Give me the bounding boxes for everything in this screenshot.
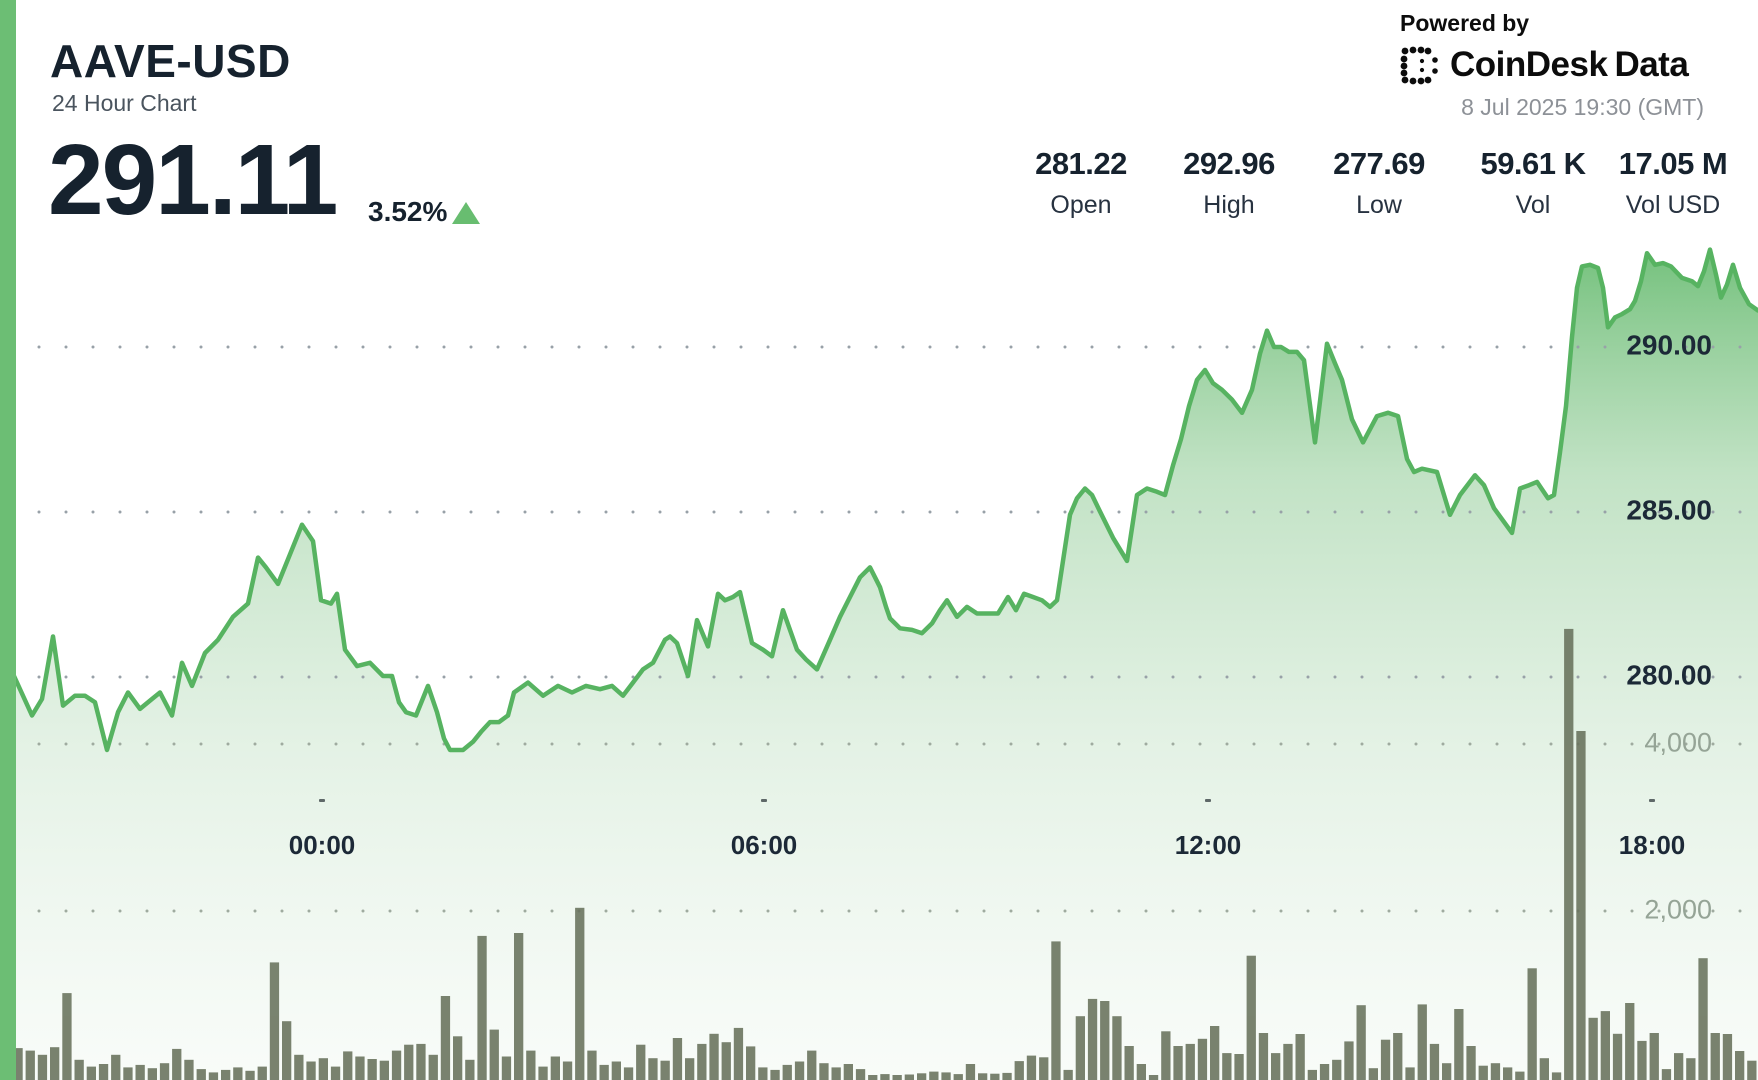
stat-vol-usd-label: Vol USD (1625, 191, 1721, 219)
stat-high: 292.96 High (1144, 146, 1314, 220)
powered-by-label: Powered by (1400, 10, 1530, 36)
stat-vol-usd: 17.05 M Vol USD (1588, 146, 1758, 220)
stat-open: 281.22 Open (996, 146, 1166, 220)
stat-open-value: 281.22 (1035, 146, 1127, 181)
up-triangle-icon (452, 202, 480, 224)
stat-low-value: 277.69 (1333, 146, 1425, 181)
time-tick-marks (319, 799, 1655, 802)
last-price: 291.11 (48, 124, 338, 236)
left-accent-bar (0, 0, 16, 1080)
stat-low: 277.69 Low (1294, 146, 1464, 220)
last-updated-timestamp: 8 Jul 2025 19:30 (GMT) (1461, 94, 1704, 120)
dotted-gridlines (10, 345, 1742, 913)
coindesk-logo: CoinDesk Data (1400, 45, 1732, 85)
stat-vol-value: 59.61 K (1480, 146, 1586, 181)
chart-header: AAVE-USD 24 Hour Chart 291.11 3.52% Powe… (0, 0, 1758, 240)
coindesk-logo-text: CoinDesk Data (1450, 45, 1689, 84)
stat-open-label: Open (1050, 191, 1112, 219)
change-percent: 3.52% (368, 196, 448, 227)
stat-vol-usd-value: 17.05 M (1618, 146, 1728, 181)
stat-vol-label: Vol (1515, 191, 1551, 219)
price-line (11, 247, 1758, 753)
chart-subtitle: 24 Hour Chart (52, 90, 197, 116)
price-area-fill (14, 249, 1758, 1080)
symbol-title: AAVE-USD (50, 35, 291, 87)
stat-vol: 59.61 K Vol (1448, 146, 1618, 220)
stat-high-label: High (1203, 191, 1255, 219)
coindesk-dot-matrix-icon (1400, 46, 1438, 85)
stat-high-value: 292.96 (1183, 146, 1275, 181)
stat-low-label: Low (1356, 191, 1402, 219)
branding-block: Powered by CoinDesk Data 8 Jul 2025 19:30… (1400, 10, 1732, 121)
